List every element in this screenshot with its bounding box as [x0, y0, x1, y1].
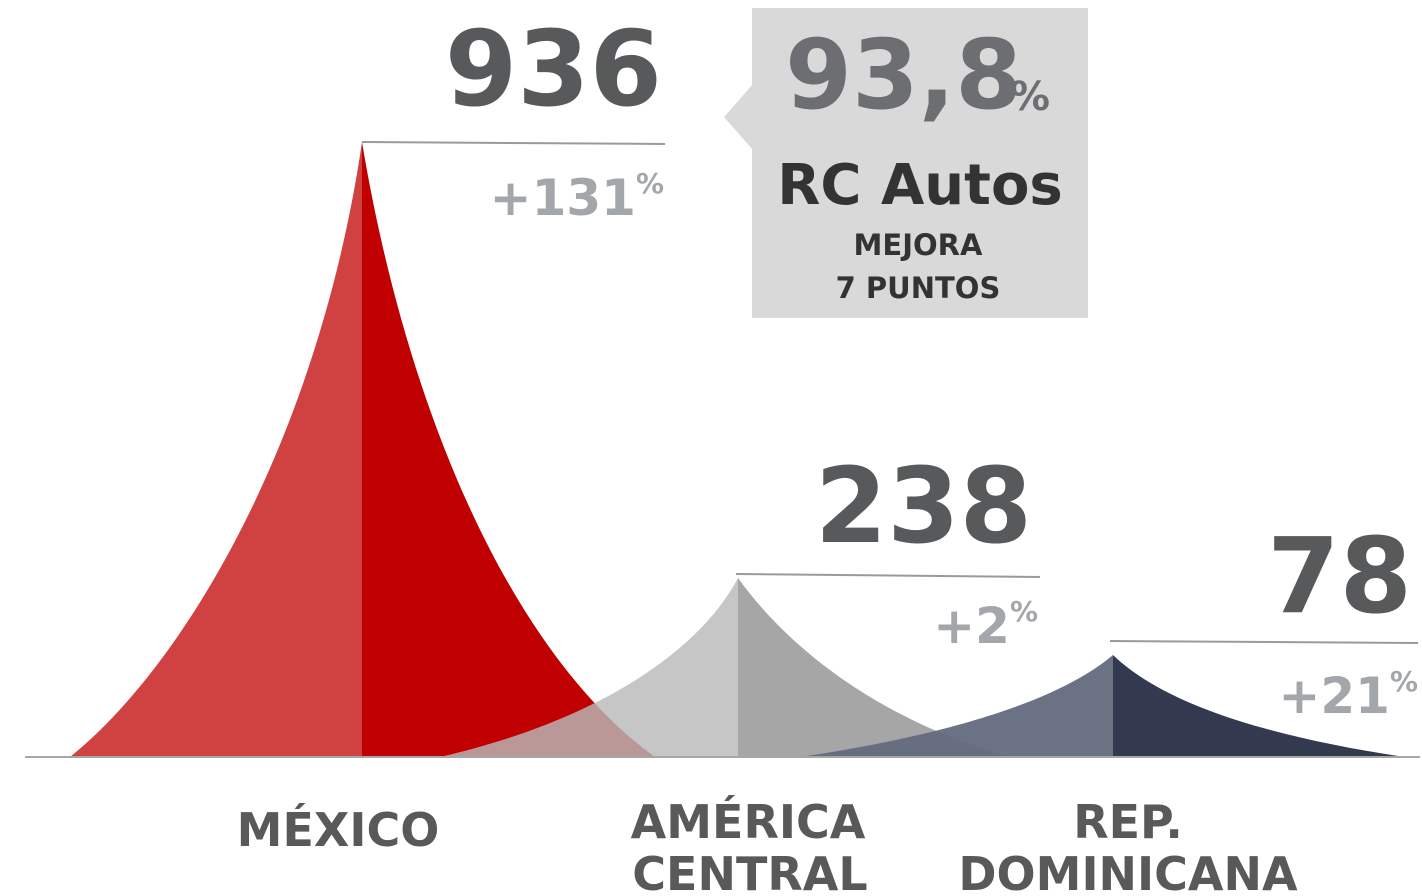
- peaks: [70, 142, 1405, 757]
- leader-line: [735, 573, 1041, 578]
- peak-rep-left: [800, 655, 1113, 757]
- leader-line: [1109, 640, 1419, 644]
- leader-line: [361, 141, 666, 145]
- region-name: REP.: [1073, 795, 1183, 849]
- region-name: MÉXICO: [237, 803, 440, 857]
- peak-america-left: [440, 578, 738, 757]
- change: +2: [933, 597, 1010, 655]
- callout: 93,8 % RC Autos MEJORA 7 PUNTOS: [724, 8, 1088, 318]
- region-value: 936: [445, 8, 662, 130]
- unit: %: [636, 167, 664, 200]
- region-value: 238: [815, 445, 1032, 567]
- callout-title: RC Autos: [777, 153, 1063, 218]
- peak-mexico-left: [70, 142, 362, 757]
- change: +131: [490, 169, 636, 227]
- region-name: DOMINICANA: [958, 847, 1298, 896]
- peak-mexico-right: [362, 142, 655, 757]
- callout-box: [752, 8, 1088, 318]
- peak-rep-right: [1113, 655, 1405, 757]
- callout-line: MEJORA: [854, 228, 983, 262]
- peak-america-right: [738, 578, 1010, 757]
- region-value: 78: [1267, 515, 1412, 637]
- region-name: AMÉRICA: [631, 795, 866, 849]
- callout-unit: %: [1010, 74, 1050, 120]
- callout-value: 93,8: [785, 19, 1022, 131]
- region-change: +131%: [490, 167, 664, 227]
- unit: %: [1010, 595, 1038, 628]
- callout-pointer: [724, 84, 753, 150]
- region-change: +21%: [1278, 665, 1418, 725]
- region-change: +2%: [933, 595, 1038, 655]
- change: +21: [1278, 667, 1389, 725]
- region-name: CENTRAL: [632, 847, 867, 896]
- callout-line: 7 PUNTOS: [836, 271, 1001, 305]
- unit: %: [1390, 665, 1418, 698]
